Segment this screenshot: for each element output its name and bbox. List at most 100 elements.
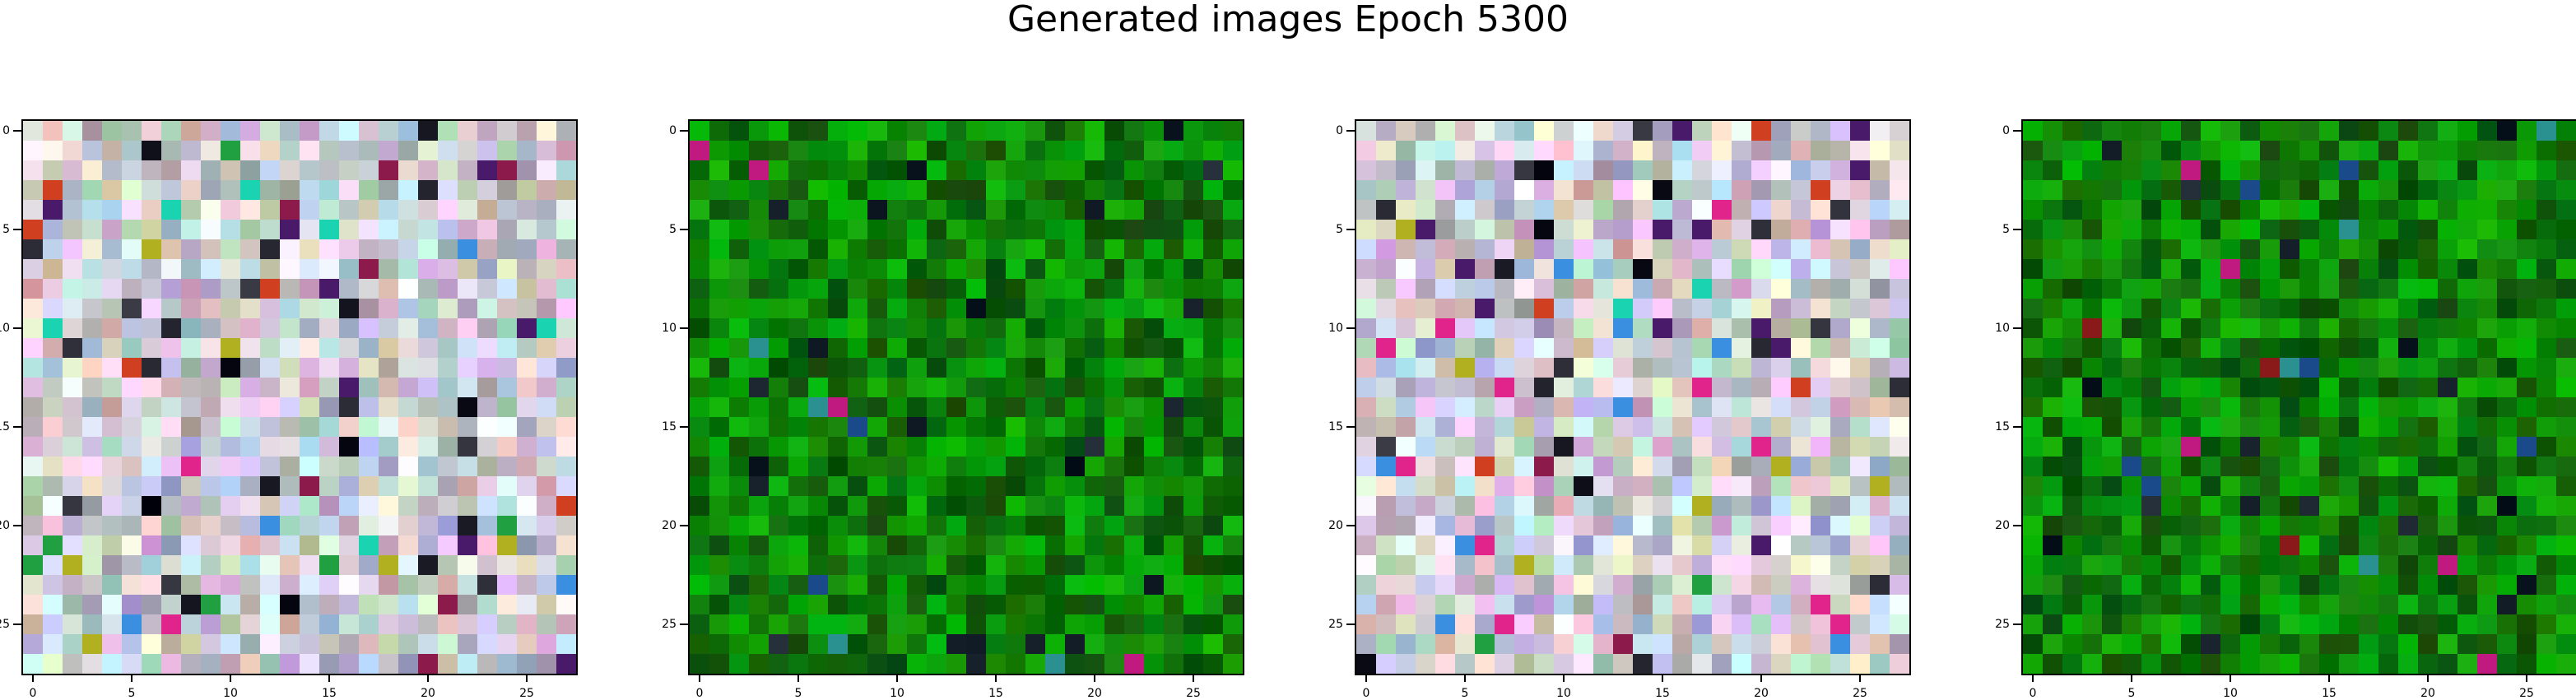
pixel xyxy=(690,180,710,201)
pixel xyxy=(808,220,829,240)
pixel xyxy=(1692,496,1713,517)
pixel xyxy=(458,417,478,438)
pixel xyxy=(2082,279,2103,299)
pixel xyxy=(729,180,750,201)
pixel xyxy=(848,259,868,280)
pixel xyxy=(1771,299,1792,319)
pixel xyxy=(690,141,710,161)
pixel xyxy=(2457,535,2478,556)
pixel xyxy=(1124,239,1145,260)
pixel xyxy=(537,417,557,438)
pixel xyxy=(1396,378,1416,398)
pixel xyxy=(729,516,750,536)
pixel xyxy=(201,338,221,359)
pixel xyxy=(43,259,63,280)
pixel xyxy=(201,535,221,556)
pixel xyxy=(2240,279,2261,299)
pixel xyxy=(1455,457,1476,477)
pixel xyxy=(1203,516,1224,536)
pixel xyxy=(2457,595,2478,615)
pixel xyxy=(1653,595,1673,615)
pixel xyxy=(161,378,182,398)
pixel xyxy=(907,160,928,181)
pixel xyxy=(1771,200,1792,220)
pixel xyxy=(1435,200,1456,220)
pixel xyxy=(477,180,498,201)
pixel xyxy=(1435,378,1456,398)
pixel xyxy=(63,634,83,655)
pixel xyxy=(1045,378,1066,398)
pixel xyxy=(1475,121,1495,141)
pixel xyxy=(2141,141,2162,161)
pixel xyxy=(300,476,320,497)
pixel xyxy=(1025,575,1046,596)
pixel xyxy=(1376,338,1397,359)
pixel xyxy=(927,634,947,655)
pixel xyxy=(2457,279,2478,299)
pixel xyxy=(2477,299,2498,319)
pixel xyxy=(122,575,142,596)
pixel xyxy=(1712,121,1732,141)
pixel xyxy=(556,397,576,418)
y-tick xyxy=(2013,130,2021,132)
pixel xyxy=(398,535,419,556)
pixel xyxy=(181,575,202,596)
pixel xyxy=(2418,358,2439,378)
pixel xyxy=(769,318,789,339)
pixel xyxy=(946,338,967,359)
pixel xyxy=(142,279,162,299)
pixel xyxy=(23,378,44,398)
pixel xyxy=(379,299,399,319)
pixel xyxy=(240,535,261,556)
pixel xyxy=(1025,141,1046,161)
y-tick-label: 25 xyxy=(0,618,10,631)
pixel xyxy=(2260,595,2281,615)
pixel xyxy=(769,476,789,497)
pixel xyxy=(1475,279,1495,299)
y-tick-label: 10 xyxy=(1995,322,2010,335)
pixel xyxy=(1025,318,1046,339)
pixel xyxy=(867,595,888,615)
pixel xyxy=(927,318,947,339)
pixel xyxy=(788,654,809,674)
pixel xyxy=(1006,378,1026,398)
pixel xyxy=(2141,457,2162,477)
pixel xyxy=(2339,239,2360,260)
pixel xyxy=(1435,634,1456,655)
pixel xyxy=(2517,180,2537,201)
pixel xyxy=(2497,397,2518,418)
pixel xyxy=(43,516,63,536)
pixel xyxy=(556,200,576,220)
pixel xyxy=(201,654,221,674)
pixel xyxy=(379,121,399,141)
pixel xyxy=(379,457,399,477)
pixel xyxy=(2043,259,2063,280)
pixel xyxy=(201,496,221,517)
pixel xyxy=(2359,634,2379,655)
pixel xyxy=(808,299,829,319)
pixel xyxy=(2438,417,2458,438)
pixel xyxy=(2122,535,2142,556)
pixel xyxy=(2477,378,2498,398)
pixel xyxy=(2438,378,2458,398)
pixel xyxy=(2122,299,2142,319)
pixel xyxy=(260,180,281,201)
pixel xyxy=(2280,220,2300,240)
pixel xyxy=(438,654,458,674)
pixel xyxy=(1870,634,1890,655)
pixel xyxy=(2438,259,2458,280)
pixel xyxy=(1065,496,1086,517)
pixel xyxy=(2201,457,2221,477)
pixel xyxy=(2517,299,2537,319)
pixel xyxy=(300,437,320,457)
pixel xyxy=(2517,575,2537,596)
pixel xyxy=(1006,496,1026,517)
pixel xyxy=(1104,516,1125,536)
pixel xyxy=(1653,575,1673,596)
pixel xyxy=(749,299,770,319)
pixel xyxy=(729,239,750,260)
pixel xyxy=(2378,496,2399,517)
pixel xyxy=(1435,417,1456,438)
pixel xyxy=(808,516,829,536)
pixel xyxy=(260,318,281,339)
